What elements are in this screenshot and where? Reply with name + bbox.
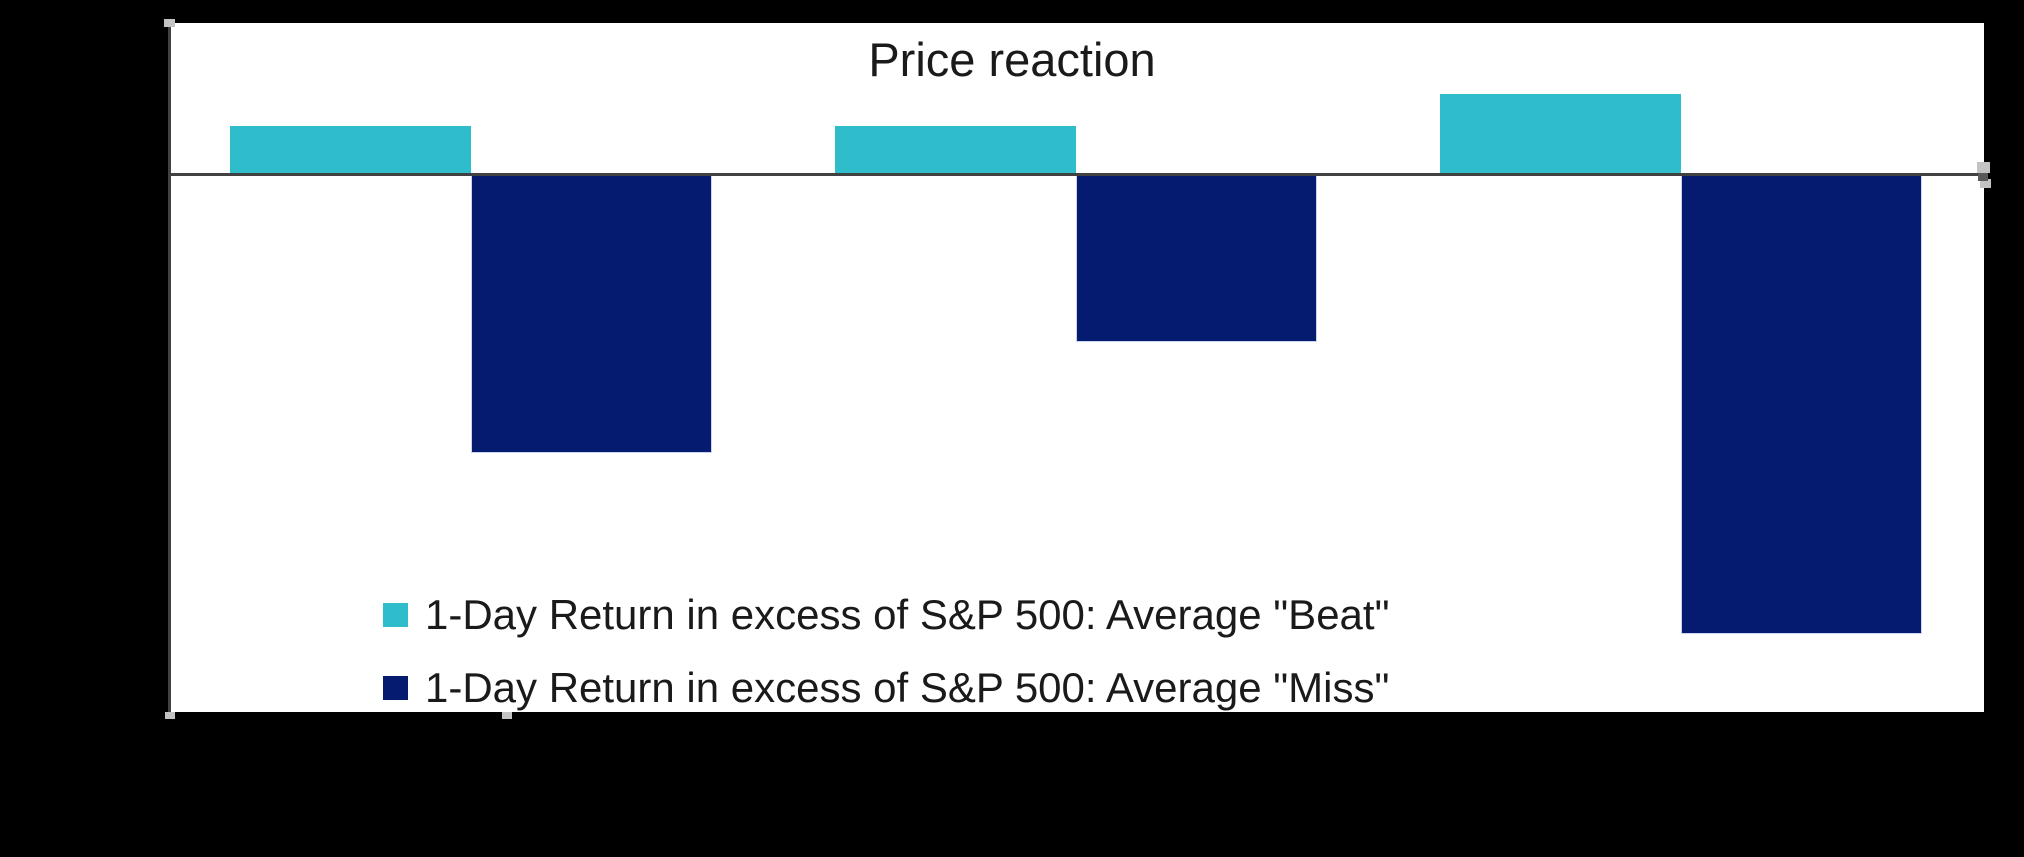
beat-bar-3 <box>1440 94 1682 173</box>
zero-line-end-cap <box>1978 173 1988 181</box>
miss-bar-3 <box>1681 176 1923 635</box>
legend-label-miss: 1-Day Return in excess of S&P 500: Avera… <box>425 664 1390 711</box>
axis-tick-zero-right-lower <box>1980 179 1991 188</box>
axis-tick-top-left <box>164 19 175 27</box>
axis-tick-zero-right-upper <box>1977 162 1990 173</box>
legend-label-beat: 1-Day Return in excess of S&P 500: Avera… <box>425 591 1390 638</box>
legend-swatch-beat-icon <box>383 603 408 627</box>
axis-tick-bottom-mid <box>502 712 512 719</box>
miss-bar-1 <box>470 176 712 453</box>
chart-title: Price reaction <box>868 33 1156 86</box>
zero-baseline-line <box>168 173 1984 176</box>
y-axis-line <box>168 23 171 712</box>
miss-bar-2 <box>1076 176 1317 342</box>
beat-bar-2 <box>835 125 1076 173</box>
axis-tick-bottom-left <box>165 712 175 719</box>
legend-item-beat: 1-Day Return in excess of S&P 500: Avera… <box>383 592 1389 638</box>
legend-swatch-miss-icon <box>383 676 408 700</box>
beat-bar-1 <box>229 125 471 173</box>
legend-item-miss: 1-Day Return in excess of S&P 500: Avera… <box>383 665 1389 711</box>
